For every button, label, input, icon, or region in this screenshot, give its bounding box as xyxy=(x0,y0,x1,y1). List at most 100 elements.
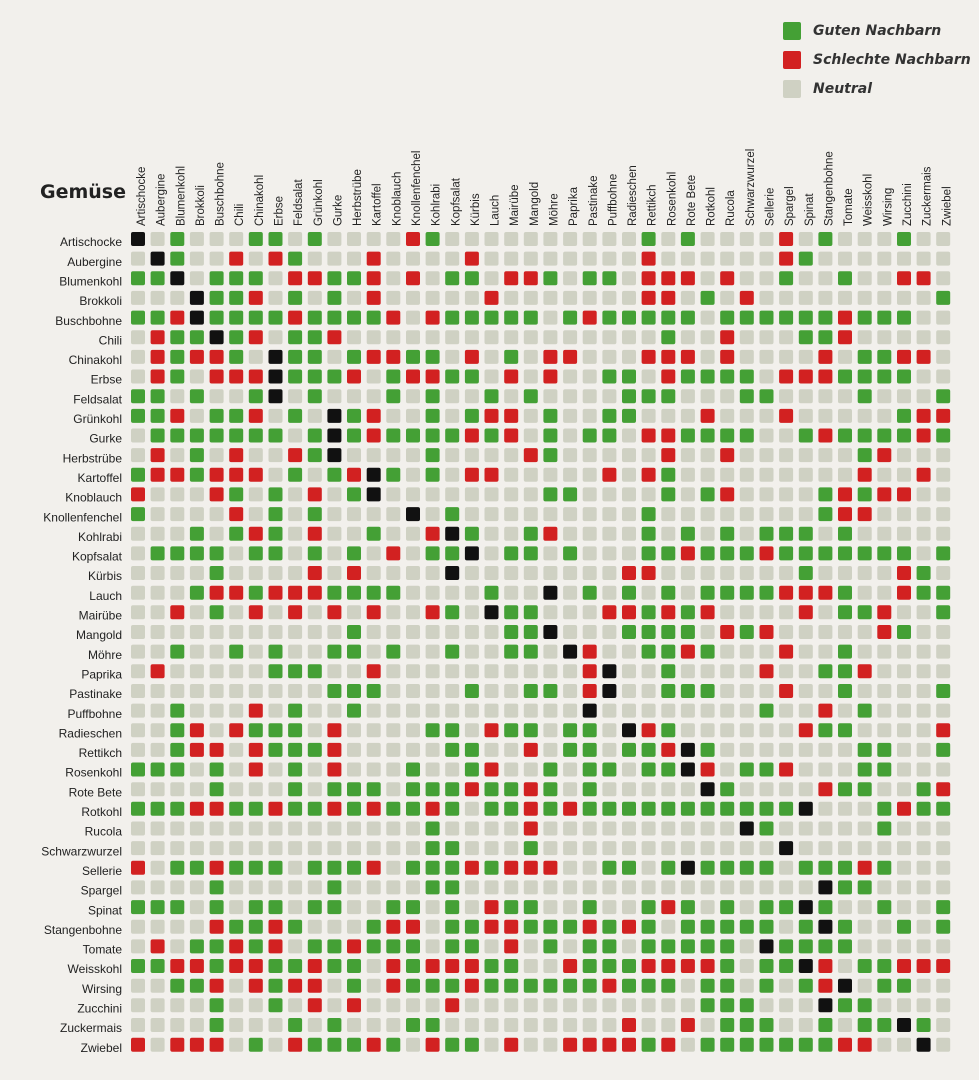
cell-neutral xyxy=(739,723,754,738)
cell-good xyxy=(779,959,794,973)
cell-neutral xyxy=(916,742,931,757)
cell-good xyxy=(680,369,695,384)
cell-good xyxy=(445,978,460,993)
cell-good xyxy=(209,605,224,620)
cell-good xyxy=(406,939,420,954)
cell-good xyxy=(484,428,499,443)
cell-self xyxy=(445,566,460,580)
cell-neutral xyxy=(150,507,165,522)
column-label: Pastinake xyxy=(588,175,600,226)
cell-neutral xyxy=(779,330,794,345)
cell-neutral xyxy=(897,742,911,757)
cell-good xyxy=(661,330,676,345)
cell-neutral xyxy=(170,880,185,895)
cell-neutral xyxy=(445,251,460,266)
cell-bad xyxy=(661,742,676,757)
cell-neutral xyxy=(563,900,578,915)
cell-neutral xyxy=(386,566,401,580)
cell-neutral xyxy=(504,487,519,502)
cell-neutral xyxy=(622,900,636,915)
cell-neutral xyxy=(700,900,715,915)
cell-good xyxy=(818,939,833,954)
cell-bad xyxy=(818,959,833,973)
cell-neutral xyxy=(464,1018,479,1032)
cell-bad xyxy=(229,585,244,600)
cell-neutral xyxy=(504,389,519,404)
cell-neutral xyxy=(189,684,204,698)
cell-good xyxy=(759,978,774,993)
cell-neutral xyxy=(798,487,813,502)
cell-bad xyxy=(602,467,617,482)
cell-good xyxy=(170,703,185,718)
cell-neutral xyxy=(936,821,951,836)
cell-neutral xyxy=(602,742,617,757)
cell-bad xyxy=(680,546,695,561)
cell-bad xyxy=(445,998,460,1013)
cell-neutral xyxy=(897,821,911,836)
cell-bad xyxy=(798,723,813,738)
cell-neutral xyxy=(484,526,499,541)
cell-neutral xyxy=(877,664,892,679)
cell-good xyxy=(739,998,754,1013)
cell-neutral xyxy=(877,841,892,856)
cell-neutral xyxy=(602,821,617,836)
cell-good xyxy=(720,801,735,816)
cell-bad xyxy=(248,959,263,973)
cell-neutral xyxy=(248,487,263,502)
cell-neutral xyxy=(897,507,911,522)
cell-neutral xyxy=(641,448,656,463)
cell-good xyxy=(209,998,224,1013)
cell-good xyxy=(189,585,204,600)
cell-good xyxy=(818,900,833,915)
cell-neutral xyxy=(464,232,479,246)
row-label: Kürbis xyxy=(88,569,122,583)
cell-good xyxy=(877,742,892,757)
cell-neutral xyxy=(838,389,852,404)
cell-neutral xyxy=(936,860,951,875)
cell-neutral xyxy=(818,467,833,482)
cell-bad xyxy=(268,801,283,816)
cell-good xyxy=(838,998,852,1013)
cell-self xyxy=(150,251,165,266)
cell-neutral xyxy=(916,860,931,875)
cell-bad xyxy=(916,959,931,973)
column-label: Zwiebel xyxy=(941,186,953,226)
cell-neutral xyxy=(641,664,656,679)
column-label: Chinakohl xyxy=(254,175,266,226)
cell-good xyxy=(877,762,892,777)
cell-good xyxy=(307,900,322,915)
cell-neutral xyxy=(386,526,401,541)
cell-neutral xyxy=(327,566,342,580)
cell-good xyxy=(307,349,322,364)
cell-neutral xyxy=(936,232,951,246)
cell-neutral xyxy=(622,428,636,443)
cell-bad xyxy=(838,330,852,345)
cell-neutral xyxy=(209,232,224,246)
cell-neutral xyxy=(563,526,578,541)
cell-good xyxy=(386,389,401,404)
cell-bad xyxy=(248,605,263,620)
cell-good xyxy=(582,782,597,797)
cell-neutral xyxy=(209,684,224,698)
cell-good xyxy=(916,566,931,580)
cell-bad xyxy=(779,585,794,600)
cell-neutral xyxy=(916,939,931,954)
cell-neutral xyxy=(366,566,381,580)
cell-bad xyxy=(189,723,204,738)
cell-good xyxy=(445,782,460,797)
cell-neutral xyxy=(288,389,303,404)
cell-bad xyxy=(700,408,715,423)
cell-neutral xyxy=(523,1018,538,1032)
cell-good xyxy=(445,605,460,620)
cell-neutral xyxy=(347,448,361,463)
cell-good xyxy=(150,408,165,423)
cell-neutral xyxy=(798,408,813,423)
cell-bad xyxy=(543,526,558,541)
cell-neutral xyxy=(582,841,597,856)
cell-neutral xyxy=(484,998,499,1013)
cell-neutral xyxy=(739,507,754,522)
cell-self xyxy=(739,821,754,836)
cell-neutral xyxy=(229,880,244,895)
cell-self xyxy=(818,998,833,1013)
cell-neutral xyxy=(229,782,244,797)
